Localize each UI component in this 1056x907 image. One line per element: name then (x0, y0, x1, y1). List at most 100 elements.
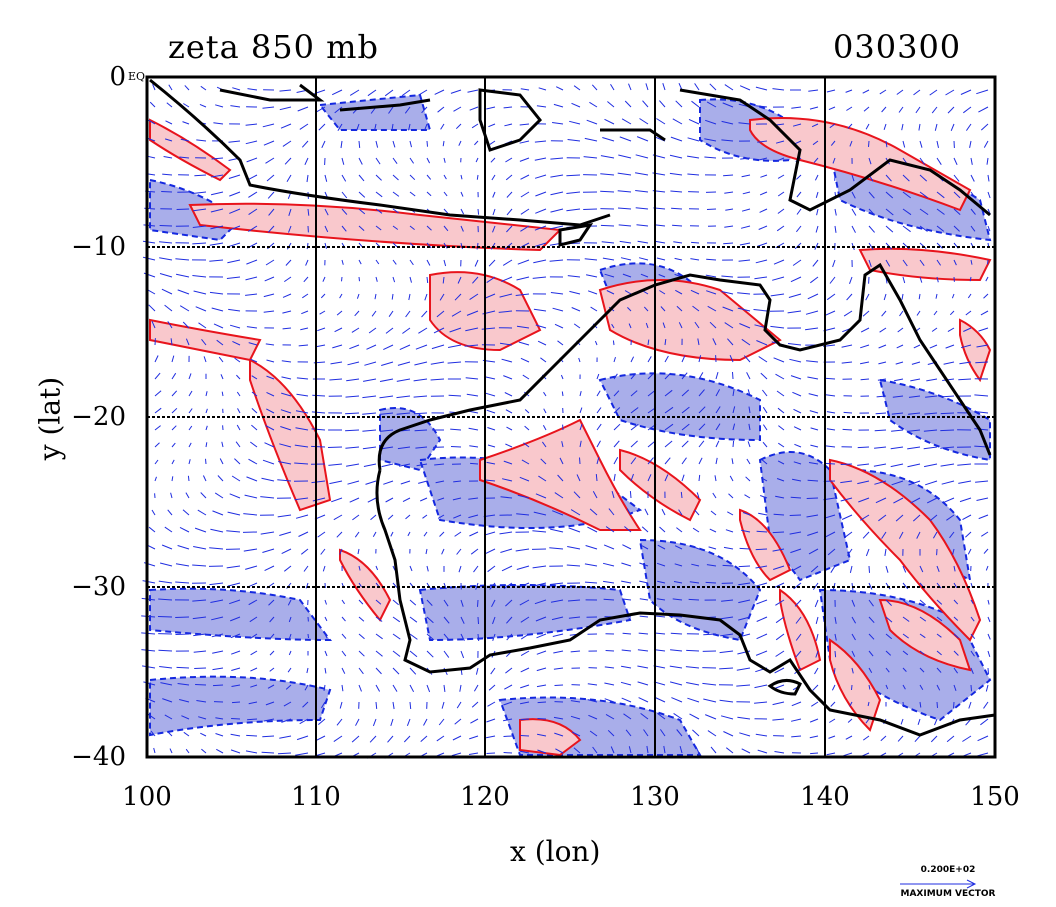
wind-vector (176, 666, 190, 669)
wind-vector (391, 123, 394, 131)
wind-vector (231, 475, 241, 482)
wind-vector (608, 508, 615, 516)
wind-vector (215, 733, 224, 737)
wind-vector (600, 173, 615, 176)
wind-vector (963, 327, 972, 332)
wind-vector (881, 310, 887, 317)
wind-vector (501, 276, 513, 282)
wind-vector (732, 389, 735, 397)
wind-vector (341, 191, 348, 199)
wind-vector (537, 749, 547, 754)
wind-vector (307, 633, 309, 639)
wind-vector (476, 174, 479, 180)
wind-vector (681, 457, 687, 465)
wind-vector (860, 378, 870, 381)
wind-vector (977, 735, 989, 742)
wind-vector (919, 242, 927, 249)
wind-vector (245, 276, 258, 281)
y-tick: −40 (71, 742, 126, 772)
wind-vector (981, 531, 989, 537)
wind-vector (943, 361, 955, 365)
wind-vector (147, 155, 156, 159)
wind-vector (645, 322, 649, 329)
wind-vector (756, 616, 768, 622)
wind-vector (218, 356, 224, 363)
wind-vector (473, 684, 479, 692)
wind-vector (555, 748, 564, 754)
wind-vector (739, 242, 751, 246)
wind-vector (516, 325, 530, 329)
wind-vector (879, 327, 887, 333)
wind-vector (188, 408, 193, 414)
wind-vector (372, 718, 377, 727)
wind-vector (500, 496, 513, 499)
wind-vector (196, 700, 207, 703)
wind-vector (245, 293, 258, 296)
wind-vector (220, 374, 224, 380)
wind-vector (227, 259, 241, 264)
wind-vector (637, 665, 649, 669)
wind-vector (250, 441, 258, 448)
wind-vector (439, 531, 445, 537)
wind-vector (962, 106, 972, 114)
wind-vector (538, 87, 547, 91)
wind-vector (885, 259, 891, 267)
wind-vector (874, 429, 887, 432)
wind-vector (885, 225, 894, 233)
wind-vector (755, 650, 768, 656)
wind-vector (945, 89, 955, 96)
wind-vector (171, 372, 177, 380)
wind-vector (868, 616, 875, 624)
wind-vector (692, 729, 700, 737)
x-tick: 110 (291, 782, 341, 812)
wind-vector (469, 735, 479, 740)
wind-vector (674, 545, 683, 550)
wind-vector (976, 89, 989, 95)
wind-vector (142, 665, 156, 669)
wind-vector (913, 89, 921, 96)
wind-vector (627, 307, 632, 312)
wind-vector (167, 321, 173, 329)
wind-vector (165, 120, 173, 125)
wind-vector (532, 565, 547, 569)
wind-vector (589, 730, 598, 737)
wind-vector (266, 391, 275, 397)
wind-vector (409, 259, 414, 266)
wind-vector (504, 123, 513, 127)
wind-vector (474, 259, 479, 267)
wind-vector (809, 718, 819, 723)
wind-vector (341, 650, 347, 657)
wind-vector (756, 530, 768, 533)
wind-vector (505, 667, 513, 674)
wind-vector (281, 376, 292, 380)
wind-vector (885, 650, 892, 656)
wind-vector (221, 391, 224, 397)
wind-vector (570, 715, 581, 720)
wind-vector (621, 697, 632, 703)
wind-vector (857, 446, 870, 449)
wind-vector (282, 140, 292, 147)
wind-vector (163, 156, 173, 159)
wind-vector (435, 480, 445, 484)
wind-vector (477, 616, 479, 625)
wind-vector (392, 667, 400, 675)
wind-vector (279, 89, 292, 92)
wind-vector (629, 491, 632, 499)
wind-vector (249, 616, 258, 623)
wind-vector (790, 718, 802, 722)
wind-vector (286, 174, 292, 182)
wind-vector (622, 544, 632, 550)
wind-vector (791, 106, 802, 109)
wind-vector (635, 172, 649, 176)
wind-vector (282, 310, 292, 314)
wind-vector (554, 323, 564, 329)
wind-vector (193, 208, 207, 212)
wind-vector (919, 276, 923, 283)
wind-vector (333, 514, 343, 521)
wind-vector (297, 106, 309, 112)
wind-vector (849, 565, 853, 574)
wind-vector (358, 225, 365, 231)
wind-vector (638, 697, 649, 703)
wind-vector (161, 288, 173, 295)
wind-vector (849, 276, 853, 284)
